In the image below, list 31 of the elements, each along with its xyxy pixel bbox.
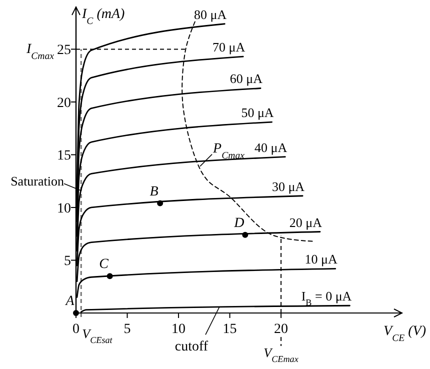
y-axis-title: I$_{C}$ (mA) xyxy=(81,7,126,26)
y-tick-label: 15 xyxy=(57,148,71,164)
series-label: 50 μA xyxy=(241,105,274,120)
x-tick-label: 10 xyxy=(172,322,186,337)
series-label: 70 μA xyxy=(212,40,246,55)
annotation: D xyxy=(233,216,244,231)
y-tick-label: 20 xyxy=(57,96,71,111)
series-label: 80 μA xyxy=(194,6,228,22)
series-label: 60 μA xyxy=(230,71,264,86)
series-label: 40 μA xyxy=(254,140,288,155)
y-tick-label: 25 xyxy=(57,43,71,58)
ref-line-label: I$_{Cmax}$ xyxy=(25,42,55,62)
x-tick-label: 5 xyxy=(124,322,131,337)
series-label: 20 μA xyxy=(289,214,323,230)
ref-line-label: V$_{CEsat}$ xyxy=(82,326,113,345)
x-tick-label: 20 xyxy=(274,322,288,337)
x-axis-title: V$_{CE}$ (V) xyxy=(384,324,426,344)
annotation: C xyxy=(99,257,110,272)
annotation: Saturation xyxy=(10,174,64,189)
series-label: I$_{B}$ = 0 μA xyxy=(301,288,352,308)
series-label: 10 μA xyxy=(304,252,338,267)
y-tick-label: 10 xyxy=(57,201,71,216)
annotation: cutoff xyxy=(174,340,208,355)
annotation: B xyxy=(150,184,159,200)
x-tick-label: 0 xyxy=(72,322,80,337)
ref-line-label: V$_{CEmax}$ xyxy=(264,345,298,364)
y-tick-label: 5 xyxy=(64,254,71,270)
series-label: 30 μA xyxy=(272,178,306,194)
annotation: A xyxy=(64,294,75,309)
annotation: P$_{Cmax}$ xyxy=(212,141,246,161)
x-tick-label: 15 xyxy=(222,322,237,337)
